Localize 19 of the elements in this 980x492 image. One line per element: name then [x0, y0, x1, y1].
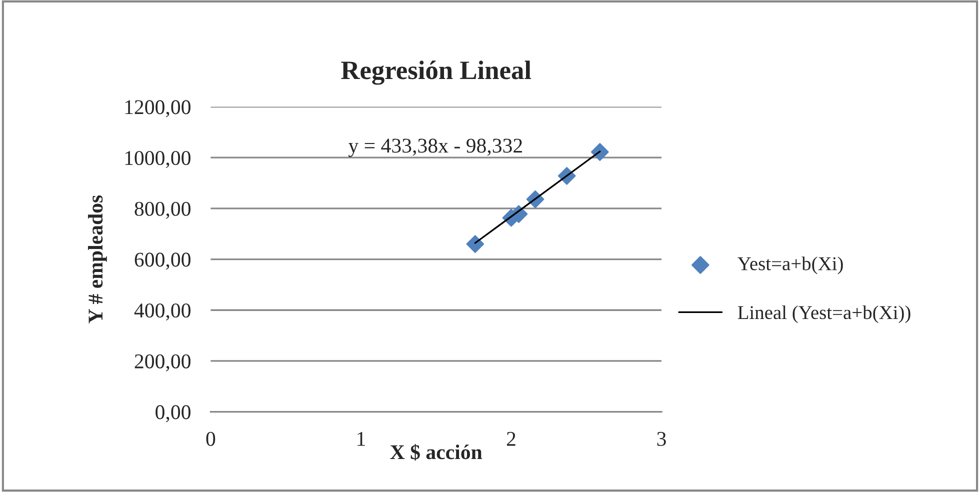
x-tick-label: 3	[657, 432, 666, 446]
y-tick-label: 800,00	[134, 202, 190, 219]
x-axis-title: X $ acción	[390, 444, 482, 461]
y-tick-label: 0,00	[156, 405, 190, 422]
x-tick-label: 2	[506, 432, 516, 446]
x-tick-label: 1	[358, 432, 365, 446]
x-tick-label: 0	[206, 432, 216, 446]
y-tick-label: 400,00	[134, 304, 190, 321]
y-tick-label: 200,00	[134, 354, 190, 372]
point	[590, 143, 609, 161]
y-tick-label: 1200,00	[125, 100, 190, 118]
point	[466, 235, 484, 253]
y-tick-label: 600,00	[134, 252, 190, 270]
annotation: y = 433,38x - 98,332	[348, 138, 522, 158]
chart-title: Regresión Lineal	[341, 60, 532, 85]
legend-label: Lineal (Yest=a+b(Xi))	[738, 305, 910, 324]
y-axis-title: Y # empleados	[88, 195, 107, 324]
y-tick-label: 1000,00	[125, 150, 190, 168]
legend-label: Yest=a+b(Xi)	[738, 256, 843, 274]
